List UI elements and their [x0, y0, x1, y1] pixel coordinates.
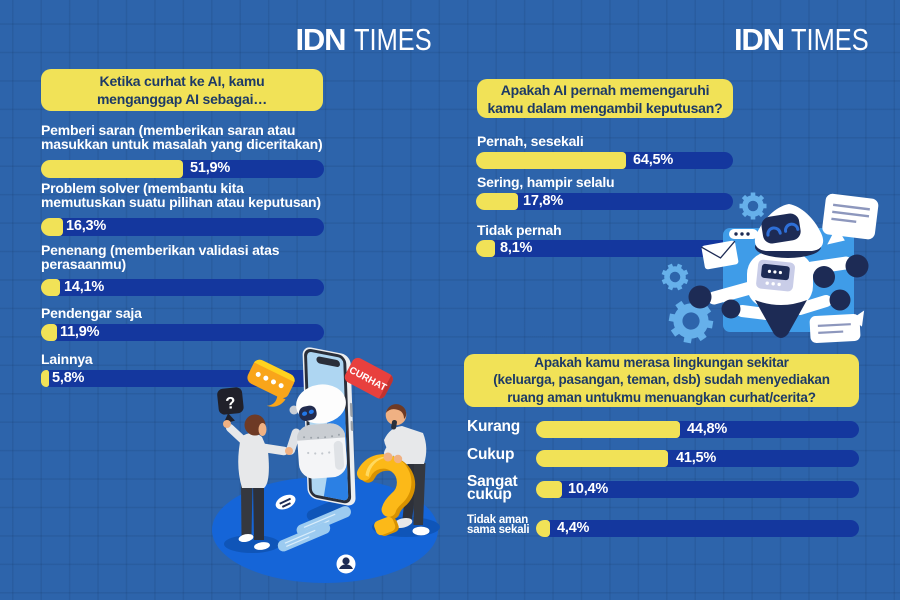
svg-text:?: ?: [225, 394, 237, 413]
